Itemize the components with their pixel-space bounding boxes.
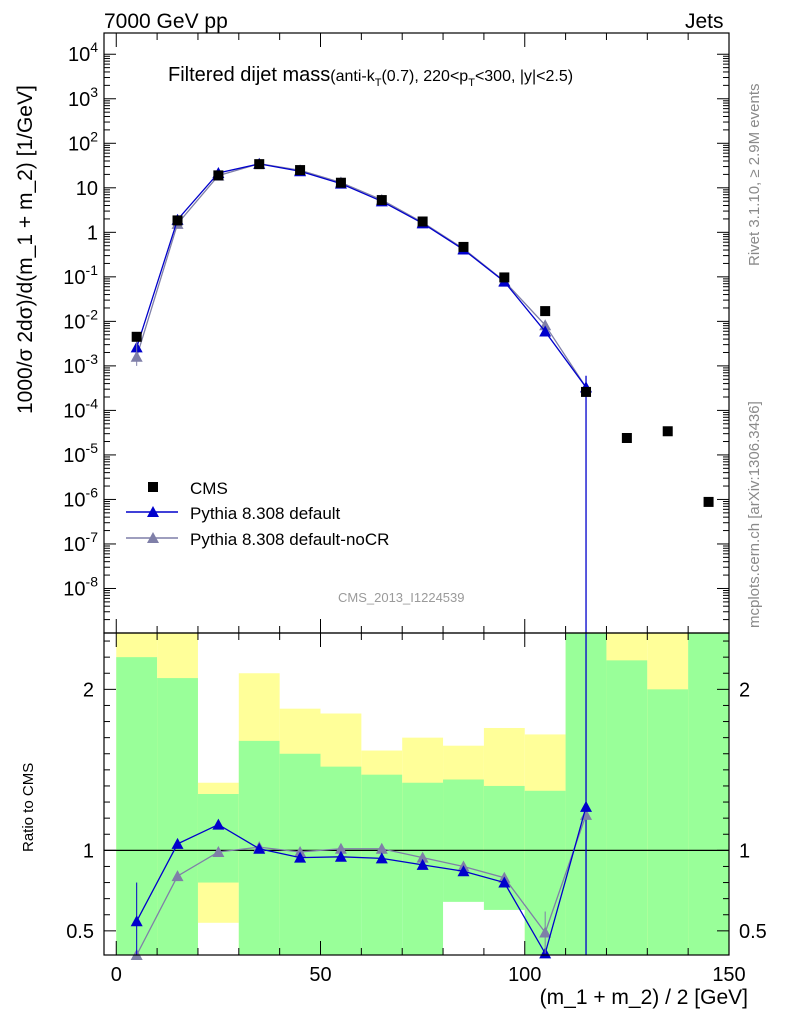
ratio-point-nocr (212, 845, 225, 857)
ratio-ylabel: Ratio to CMS (20, 762, 37, 852)
cms-point (213, 170, 224, 181)
axis-ticks: 10410310210110-110-210-310-410-510-610-7… (63, 33, 767, 986)
cms-point (417, 216, 428, 227)
title-main: Filtered dijet mass (168, 64, 331, 86)
legend-marker (147, 506, 159, 517)
y-tick-label: 10-7 (63, 529, 98, 556)
x-tick-label: 150 (712, 964, 745, 986)
y-tick-label: 10-1 (63, 262, 98, 289)
main-line-default (136, 163, 587, 388)
legend-marker (147, 532, 159, 543)
plot-frames (103, 32, 730, 956)
legend: CMS Pythia 8.308 default Pythia 8.308 defa… (126, 479, 389, 549)
ratio-y-tick-label: 0.5 (739, 921, 767, 943)
ratio-point-default (171, 837, 184, 849)
ratio-point-nocr (294, 845, 307, 857)
ratio-point-nocr (334, 842, 347, 854)
energy-label: 7000 GeV pp (104, 10, 228, 33)
y-tick-label: 10-6 (63, 484, 98, 511)
cms-point (254, 159, 265, 170)
y-tick-label: 104 (68, 39, 98, 66)
green-band-bin (606, 660, 648, 955)
ratio-frame (103, 632, 730, 956)
green-band-bin (483, 785, 525, 910)
title-sub-t2: T (468, 77, 475, 89)
legend-label: Pythia 8.308 default (190, 504, 341, 523)
data-series (130, 157, 714, 960)
legend-label: Pythia 8.308 default-noCR (190, 530, 389, 549)
chart-title: Filtered dijet mass(anti-kT(0.7), 220<pT… (168, 64, 573, 89)
green-band-bin (197, 794, 239, 883)
ratio-uncertainty-bands (104, 633, 729, 955)
ratio-y-tick-label: 1 (739, 840, 750, 862)
cms-point (703, 496, 714, 507)
title-sub-b: (0.7), 220<p (381, 68, 469, 85)
mcplots-label: mcplots.cern.ch [arXiv:1306.3436] (746, 401, 763, 628)
ratio-y-tick-label: 0.5 (66, 921, 94, 943)
ratio-line-nocr (136, 814, 587, 956)
ratio-point-default (498, 876, 511, 888)
y-tick-label: 10-2 (63, 306, 98, 333)
analysis-tag: CMS_2013_I1224539 (338, 590, 465, 605)
ratio-point-default (580, 800, 593, 812)
legend-label: CMS (190, 479, 228, 498)
category-label: Jets (685, 10, 724, 33)
ratio-y-tick-label: 1 (83, 840, 94, 862)
cms-point (295, 165, 306, 176)
green-band-bin (157, 678, 198, 955)
green-band-bin (688, 633, 729, 955)
x-tick-label: 0 (111, 964, 122, 986)
cms-point (131, 331, 142, 342)
x-axis-label: (m_1 + m_2) / 2 [GeV] (539, 986, 748, 1009)
x-tick-label: 50 (309, 964, 331, 986)
cms-point (335, 177, 346, 188)
y-tick-label: 10 (76, 178, 98, 200)
cms-point (376, 195, 387, 206)
ratio-point-default (457, 865, 470, 877)
cms-point (581, 386, 592, 397)
y-tick-label: 10-8 (63, 573, 98, 600)
cms-point (621, 432, 632, 443)
title-sub-t1: T (374, 77, 382, 89)
green-band-bin (443, 779, 484, 902)
ratio-line-default (136, 806, 587, 956)
y-tick-label: 10-4 (63, 395, 98, 422)
y-tick-label: 1 (87, 222, 98, 244)
ratio-y-tick-label: 2 (83, 679, 94, 701)
cms-point (662, 426, 673, 437)
ratio-point-default (294, 851, 307, 863)
title-sub-c: <300, |y|<2.5) (474, 68, 574, 85)
ratio-point-default (416, 858, 429, 870)
title-sub-a: (anti-k (330, 68, 375, 85)
ratio-point-nocr (171, 870, 184, 882)
y-tick-label: 103 (68, 84, 98, 111)
ratio-point-default (253, 842, 266, 854)
y-tick-label: 10-3 (63, 351, 98, 378)
ratio-point-default (212, 818, 225, 830)
y-tick-label: 102 (68, 128, 98, 155)
ratio-point-nocr (416, 851, 429, 863)
cms-point (540, 306, 551, 317)
ratio-point-default (334, 850, 347, 862)
main-ylabel: 1000/σ 2dσ)/d(m_1 + m_2) [1/GeV] (14, 85, 37, 414)
green-band-bin (647, 689, 689, 955)
green-band-bin (361, 774, 403, 955)
legend-cms-marker (148, 482, 158, 492)
cms-point (172, 215, 183, 226)
cms-point (499, 272, 510, 283)
main-line-nocr (136, 163, 587, 388)
ratio-point-nocr (375, 842, 388, 854)
ratio-y-tick-label: 2 (739, 679, 750, 701)
rivet-label: Rivet 3.1.10, ≥ 2.9M events (746, 83, 763, 267)
y-tick-label: 10-5 (63, 440, 98, 467)
x-tick-label: 100 (508, 964, 541, 986)
cms-point (458, 241, 469, 252)
main-point-default (539, 325, 552, 337)
ratio-point-default (375, 852, 388, 864)
